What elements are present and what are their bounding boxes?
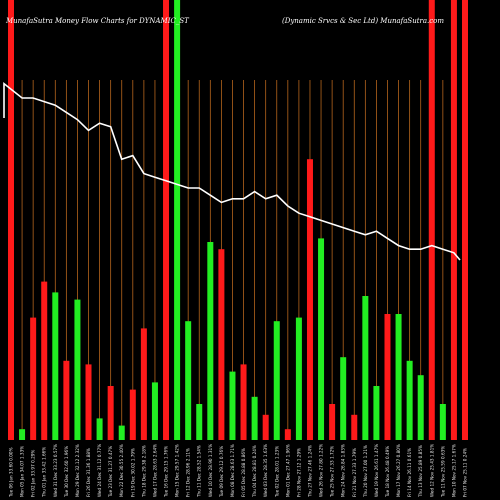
money-flow-bar xyxy=(340,357,347,440)
x-tick-label: Fri 14 Nov 26.11 0.61% xyxy=(407,448,412,497)
x-tick-label: Mon 05 Jan 34.07 1.33% xyxy=(20,446,25,497)
x-tick-label: Wed 31 Dec 33.23 0.57% xyxy=(53,444,58,497)
x-tick-label: Tue 18 Nov 26.48 0.49% xyxy=(385,446,390,498)
money-flow-bar xyxy=(428,0,435,440)
x-tick-label: Thu 01 Jan 33.42 1.66% xyxy=(42,447,47,498)
x-tick-label: Wed 26 Nov 27.80 1.22% xyxy=(319,444,324,497)
x-tick-label: Tue 25 Nov 27.33 1.72% xyxy=(330,446,335,498)
money-flow-bar xyxy=(8,0,14,440)
money-flow-bar xyxy=(450,0,457,440)
money-flow-bar xyxy=(284,429,291,440)
x-tick-label: Thu 13 Nov 25.89 0.85% xyxy=(418,445,423,498)
flow-line-layer xyxy=(3,81,461,261)
money-flow-bar xyxy=(295,317,302,440)
money-flow-bar xyxy=(329,404,336,440)
money-flow-bar xyxy=(273,321,280,440)
x-tick-label: Mon 22 Dec 30.55 2.40% xyxy=(119,444,124,497)
x-tick-label: Thu 04 Dec 28.81 0.24% xyxy=(252,445,257,498)
money-flow-bar xyxy=(218,249,225,440)
money-flow-bar xyxy=(96,418,103,440)
x-tick-label: Wed 12 Nov 25.43 1.81% xyxy=(429,444,434,497)
money-flow-bar xyxy=(251,396,258,440)
money-flow-bar xyxy=(417,375,424,440)
money-flow-bar xyxy=(185,321,192,440)
x-tick-label: Mon 24 Nov 26.84 1.83% xyxy=(341,444,346,497)
x-tick-label: Tue 09 Dec 29.12 0.76% xyxy=(219,446,224,498)
x-tick-label: Fri 21 Nov 27.33 1.79% xyxy=(352,448,357,497)
x-tick-label: Wed 19 Nov 26.61 1.47% xyxy=(374,444,379,497)
money-flow-bar xyxy=(19,429,26,440)
money-flow-bar xyxy=(140,328,147,440)
money-flow-bar xyxy=(318,238,325,440)
bars xyxy=(8,0,468,440)
money-flow-bar xyxy=(207,242,214,440)
x-tick-label: Fri 07 Nov 25.11 0.24% xyxy=(463,448,468,497)
money-flow-bar xyxy=(118,425,125,440)
x-tick-label: Fri 28 Nov 27.12 1.29% xyxy=(296,448,301,497)
x-tick-label: Tue 02 Dec 28.01 1.23% xyxy=(274,446,279,498)
money-flow-bar xyxy=(373,386,380,440)
chart-title-left: MunafaSutra Money Flow Charts for DYNAMI… xyxy=(5,17,190,25)
money-flow-bar xyxy=(174,0,181,440)
money-flow-bar xyxy=(196,404,203,440)
money-flow-bar xyxy=(406,360,413,440)
x-tick-label: Mon 10 Nov 25.17 1.67% xyxy=(451,444,456,497)
x-tick-label: Wed 24 Dec 31.12 0.77% xyxy=(97,444,102,497)
x-axis-tick-labels: Tue 06 Jan 33.60 0.00% Mon 05 Jan 34.07 1… xyxy=(9,444,468,498)
money-flow-bar xyxy=(462,0,468,440)
x-tick-label: Fri 02 Jan 33.97 0.29% xyxy=(31,450,36,497)
money-flow-bar xyxy=(74,299,81,440)
x-tick-label: Thu 11 Dec 28.52 1.54% xyxy=(197,445,202,498)
x-tick-label: Fri 05 Dec 28.88 0.86% xyxy=(241,448,246,497)
money-flow-bar xyxy=(107,386,114,440)
x-tick-label: Wed 03 Dec 28.35 1.63% xyxy=(263,444,268,497)
x-tick-label: Fri 12 Dec 28.96 2.11% xyxy=(186,448,191,497)
x-tick-label: Thu 27 Nov 27.46 1.24% xyxy=(307,445,312,498)
money-flow-bar xyxy=(384,314,391,440)
chart-title-right: (Dynamic Srvcs & Sec Ltd) MunafaSutra.co… xyxy=(282,17,444,25)
money-flow-bar xyxy=(30,317,37,440)
x-tick-label: Mon 08 Dec 28.63 1.71% xyxy=(230,444,235,497)
x-tick-label: Mon 29 Dec 32.12 2.32% xyxy=(75,444,80,497)
money-flow-line xyxy=(3,81,461,261)
money-flow-bar xyxy=(163,0,170,440)
money-flow-bar xyxy=(41,281,48,440)
money-flow-bar xyxy=(262,414,269,440)
x-tick-label: Tue 30 Dec 32.60 1.96% xyxy=(64,446,69,498)
x-tick-label: Tue 23 Dec 31.27 0.47% xyxy=(108,446,113,498)
money-flow-bar xyxy=(240,364,247,440)
money-flow-bar xyxy=(395,314,402,440)
x-tick-label: Mon 15 Dec 29.57 1.42% xyxy=(175,444,180,497)
x-tick-label: Wed 17 Dec 28.63 2.64% xyxy=(152,444,157,497)
money-flow-bar xyxy=(362,296,369,440)
money-flow-bar xyxy=(229,371,236,440)
x-tick-label: Thu 20 Nov 27.00 1.21% xyxy=(363,445,368,498)
money-flow-bar xyxy=(439,404,446,440)
x-tick-label: Tue 16 Dec 29.15 1.76% xyxy=(164,446,169,498)
money-flow-bar xyxy=(63,360,70,440)
money-flow-bar xyxy=(85,364,92,440)
x-tick-label: Wed 10 Dec 28.90 1.31% xyxy=(208,444,213,497)
money-flow-bar xyxy=(306,159,313,440)
x-tick-label: Mon 01 Dec 27.47 1.96% xyxy=(285,444,290,497)
x-tick-label: Fri 26 Dec 31.36 1.88% xyxy=(86,448,91,497)
x-tick-label: Thu 18 Dec 29.38 2.18% xyxy=(141,445,146,498)
x-tick-label: Mon 17 Nov 26.27 0.80% xyxy=(396,444,401,497)
money-flow-bar xyxy=(351,414,358,440)
x-tick-label: Tue 11 Nov 25.59 0.63% xyxy=(440,446,445,498)
money-flow-bar xyxy=(129,389,136,440)
x-tick-label: Fri 19 Dec 30.02 1.79% xyxy=(130,448,135,497)
money-flow-bar xyxy=(151,382,158,440)
x-tick-label: Tue 06 Jan 33.60 0.00% xyxy=(9,447,14,498)
money-flow-bar xyxy=(52,292,59,440)
